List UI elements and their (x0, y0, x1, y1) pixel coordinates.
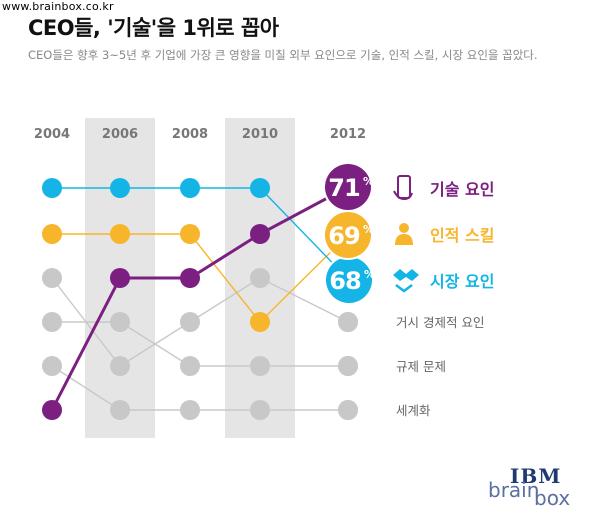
legend-label-2: 시장 요인 (430, 272, 494, 291)
series-point-1-2004 (42, 224, 62, 244)
series-point-2-2010 (250, 178, 270, 198)
series-point-3-end (338, 312, 358, 332)
logo-brain-text: brain (488, 478, 540, 502)
series-point-1-2010 (250, 312, 270, 332)
series-point-1-2008 (180, 224, 200, 244)
series-point-5-2006 (110, 400, 130, 420)
handshake-icon (393, 269, 419, 281)
handshake-icon-lower (395, 284, 413, 293)
year-label-2012: 2012 (330, 127, 366, 142)
series-point-0-2010 (250, 224, 270, 244)
series-point-0-2004 (42, 400, 62, 420)
logo-ibm-text: IBM (510, 464, 562, 488)
series-point-5-2010 (250, 400, 270, 420)
year-label-2010: 2010 (242, 127, 278, 142)
series-point-5-2004 (42, 356, 62, 376)
person-icon (399, 223, 409, 233)
phone-hand-icon (397, 175, 411, 199)
series-point-0-2008 (180, 268, 200, 288)
phone-hand-icon-hand (393, 190, 413, 201)
series-point-2-2008 (180, 178, 200, 198)
series-point-2-2006 (110, 178, 130, 198)
series-point-5-end (338, 400, 358, 420)
year-label-2008: 2008 (172, 127, 208, 142)
series-point-4-2006 (110, 312, 130, 332)
series-point-4-2010 (250, 356, 270, 376)
series-point-3-2006 (110, 356, 130, 376)
end-value-label-0: 71 (328, 174, 360, 202)
series-point-2-2004 (42, 178, 62, 198)
logo-box-text: box (534, 486, 571, 510)
person-icon-body (395, 234, 413, 245)
page-subtitle: CEO들은 향후 3~5년 후 기업에 가장 큰 영향을 미칠 외부 요인으로 … (28, 48, 538, 62)
series-point-4-2004 (42, 312, 62, 332)
legend-label-0: 기술 요인 (430, 180, 494, 199)
year-label-2004: 2004 (34, 127, 70, 142)
end-value-percent-2: % (364, 268, 375, 281)
legend-label-5: 세계화 (396, 403, 431, 418)
end-value-percent-1: % (363, 223, 374, 236)
legend-label-1: 인적 스킬 (430, 226, 494, 245)
legend-label-4: 규제 문제 (396, 359, 446, 374)
legend-label-3: 거시 경제적 요인 (396, 315, 484, 330)
series-point-0-2006 (110, 268, 130, 288)
series-point-4-end (338, 356, 358, 376)
year-label-2006: 2006 (102, 127, 138, 142)
page-title: CEO들, '기술'을 1위로 꼽아 (28, 16, 279, 40)
end-circle-0 (325, 164, 371, 210)
series-point-3-2008 (180, 312, 200, 332)
ibm-brainbox-logo: IBM brain box (488, 464, 584, 510)
end-circle-1 (325, 212, 371, 258)
series-point-4-2008 (180, 356, 200, 376)
series-point-1-2006 (110, 224, 130, 244)
site-url: www.brainbox.co.kr (2, 0, 114, 13)
end-value-percent-0: % (363, 175, 374, 188)
end-value-label-1: 69 (328, 222, 360, 250)
end-circle-2 (326, 257, 372, 303)
end-value-label-2: 68 (329, 267, 361, 295)
series-point-5-2008 (180, 400, 200, 420)
series-point-3-2010 (250, 268, 270, 288)
series-point-3-2004 (42, 268, 62, 288)
